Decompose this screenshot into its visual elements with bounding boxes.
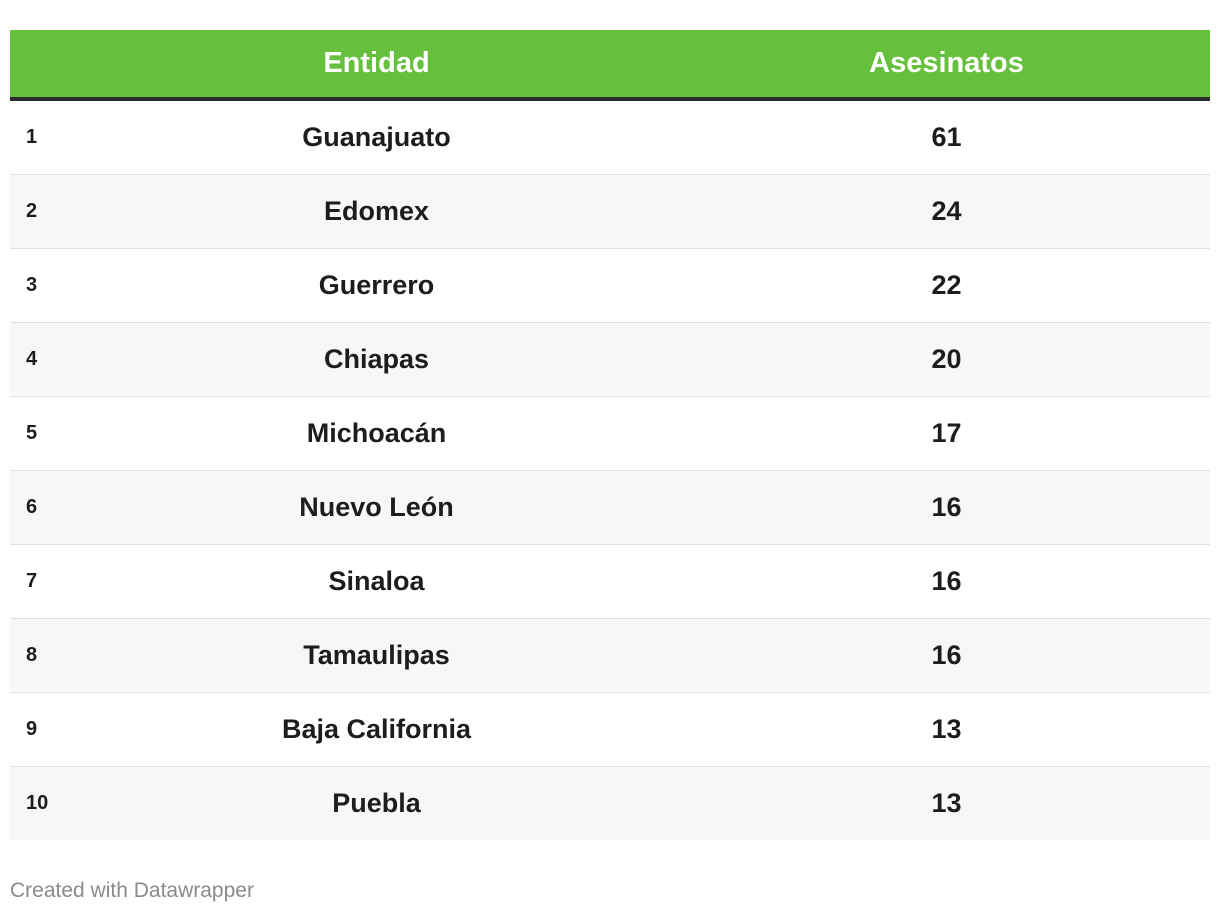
entidad-cell: Tamaulipas: [70, 618, 683, 693]
asesinatos-cell: 16: [683, 470, 1210, 545]
rank-cell: 7: [10, 544, 70, 619]
asesinatos-cell: 13: [683, 692, 1210, 767]
datawrapper-credit: Created with Datawrapper: [10, 879, 254, 902]
asesinatos-cell: 22: [683, 248, 1210, 323]
entidad-cell: Sinaloa: [70, 544, 683, 619]
rank-cell: 5: [10, 396, 70, 471]
table-header: Entidad Asesinatos: [10, 30, 1210, 101]
header-cell-asesinatos: Asesinatos: [683, 30, 1210, 101]
rank-cell: 2: [10, 174, 70, 249]
asesinatos-cell: 24: [683, 174, 1210, 249]
entidad-cell: Baja California: [70, 692, 683, 767]
table-row: 10 Puebla 13: [10, 766, 1210, 840]
table-row: 2 Edomex 24: [10, 174, 1210, 249]
rank-cell: 8: [10, 618, 70, 693]
header-row: Entidad Asesinatos: [10, 30, 1210, 101]
entidad-cell: Chiapas: [70, 322, 683, 397]
table-body: 1 Guanajuato 61 2 Edomex 24 3 Guerrero 22 4 Chiapa…: [10, 99, 1210, 840]
entidad-cell: Nuevo León: [70, 470, 683, 545]
entidad-cell: Puebla: [70, 766, 683, 840]
data-table-container: Entidad Asesinatos 1 Guanajuato 61 2 Edomex 2…: [10, 30, 1210, 840]
asesinatos-cell: 16: [683, 544, 1210, 619]
rank-cell: 3: [10, 248, 70, 323]
asesinatos-cell: 13: [683, 766, 1210, 840]
rank-cell: 10: [10, 766, 70, 840]
table-row: 6 Nuevo León 16: [10, 470, 1210, 545]
table-row: 5 Michoacán 17: [10, 396, 1210, 471]
entidad-cell: Guanajuato: [70, 99, 683, 175]
header-cell-entidad: Entidad: [70, 30, 683, 101]
rank-cell: 4: [10, 322, 70, 397]
entidad-cell: Michoacán: [70, 396, 683, 471]
rank-cell: 9: [10, 692, 70, 767]
asesinatos-cell: 17: [683, 396, 1210, 471]
entidad-cell: Edomex: [70, 174, 683, 249]
asesinatos-cell: 61: [683, 99, 1210, 175]
entidad-cell: Guerrero: [70, 248, 683, 323]
asesinatos-cell: 16: [683, 618, 1210, 693]
data-table: Entidad Asesinatos 1 Guanajuato 61 2 Edomex 2…: [10, 30, 1210, 840]
table-row: 1 Guanajuato 61: [10, 99, 1210, 175]
asesinatos-cell: 20: [683, 322, 1210, 397]
header-cell-rank: [10, 30, 70, 101]
table-row: 7 Sinaloa 16: [10, 544, 1210, 619]
table-row: 3 Guerrero 22: [10, 248, 1210, 323]
rank-cell: 6: [10, 470, 70, 545]
table-row: 4 Chiapas 20: [10, 322, 1210, 397]
table-row: 8 Tamaulipas 16: [10, 618, 1210, 693]
table-row: 9 Baja California 13: [10, 692, 1210, 767]
rank-cell: 1: [10, 99, 70, 175]
